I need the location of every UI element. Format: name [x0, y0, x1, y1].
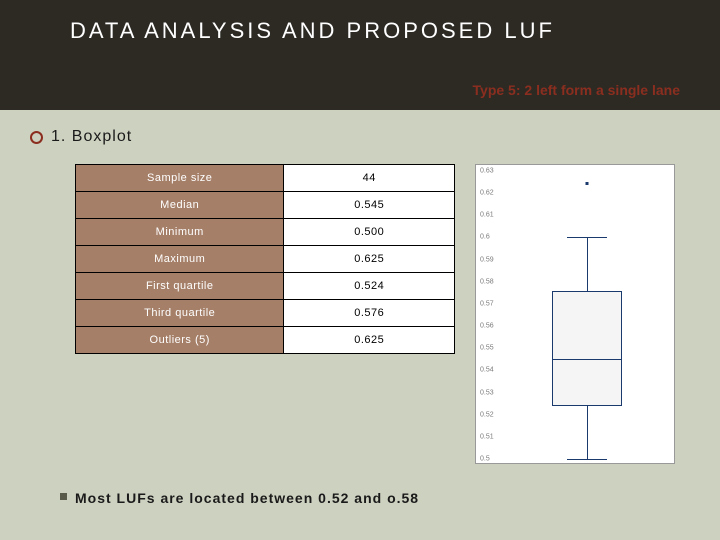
box-rect [552, 291, 622, 406]
table-value: 0.500 [284, 219, 455, 246]
note-row: Most LUFs are located between 0.52 and o… [30, 489, 460, 508]
median-line [552, 359, 622, 360]
y-axis-label: 0.61 [480, 212, 494, 219]
table-row: Minimum0.500 [76, 219, 455, 246]
main-row: Sample size44Median0.545Minimum0.500Maxi… [30, 164, 690, 464]
table-row: Median0.545 [76, 192, 455, 219]
table-key: First quartile [76, 273, 284, 300]
y-axis-label: 0.51 [480, 433, 494, 440]
y-axis-label: 0.57 [480, 300, 494, 307]
section-title: 1. Boxplot [51, 128, 132, 146]
table-row: Sample size44 [76, 165, 455, 192]
y-axis-label: 0.5 [480, 456, 490, 463]
table-key: Minimum [76, 219, 284, 246]
table-value: 44 [284, 165, 455, 192]
y-axis-label: 0.54 [480, 367, 494, 374]
table-row: Outliers (5)0.625 [76, 327, 455, 354]
whisker-line [587, 237, 588, 290]
outlier-point [586, 182, 589, 185]
table-row: First quartile0.524 [76, 273, 455, 300]
table-key: Third quartile [76, 300, 284, 327]
table-value: 0.524 [284, 273, 455, 300]
table-value: 0.576 [284, 300, 455, 327]
slide-subtitle: Type 5: 2 left form a single lane [473, 82, 680, 98]
table-value: 0.545 [284, 192, 455, 219]
table-row: Maximum0.625 [76, 246, 455, 273]
y-axis-label: 0.58 [480, 278, 494, 285]
section-heading: 1. Boxplot [30, 128, 690, 146]
y-axis-label: 0.63 [480, 168, 494, 175]
y-axis-label: 0.55 [480, 345, 494, 352]
slide-title: DATA ANALYSIS AND PROPOSED LUF [70, 18, 680, 44]
stats-table: Sample size44Median0.545Minimum0.500Maxi… [75, 164, 455, 354]
note-text: Most LUFs are located between 0.52 and o… [75, 489, 419, 508]
whisker-bottom-cap [567, 459, 607, 460]
plot-area [506, 171, 668, 457]
y-axis-label: 0.52 [480, 411, 494, 418]
content-area: 1. Boxplot Sample size44Median0.545Minim… [0, 110, 720, 508]
table-value: 0.625 [284, 327, 455, 354]
y-axis-label: 0.53 [480, 389, 494, 396]
y-axis-label: 0.6 [480, 234, 490, 241]
table-value: 0.625 [284, 246, 455, 273]
table-key: Maximum [76, 246, 284, 273]
table-key: Median [76, 192, 284, 219]
square-bullet-icon [60, 493, 67, 500]
y-axis-label: 0.59 [480, 256, 494, 263]
table-row: Third quartile0.576 [76, 300, 455, 327]
table-key: Outliers (5) [76, 327, 284, 354]
whisker-line [587, 406, 588, 459]
y-axis-label: 0.56 [480, 323, 494, 330]
circle-bullet-icon [30, 131, 43, 144]
table-key: Sample size [76, 165, 284, 192]
header-bar: DATA ANALYSIS AND PROPOSED LUF Type 5: 2… [0, 0, 720, 110]
boxplot-chart: 0.63 0.62 0.61 0.6 0.59 0.58 0.57 0.56 0.55 0.54 0… [475, 164, 675, 464]
y-axis-label: 0.62 [480, 190, 494, 197]
